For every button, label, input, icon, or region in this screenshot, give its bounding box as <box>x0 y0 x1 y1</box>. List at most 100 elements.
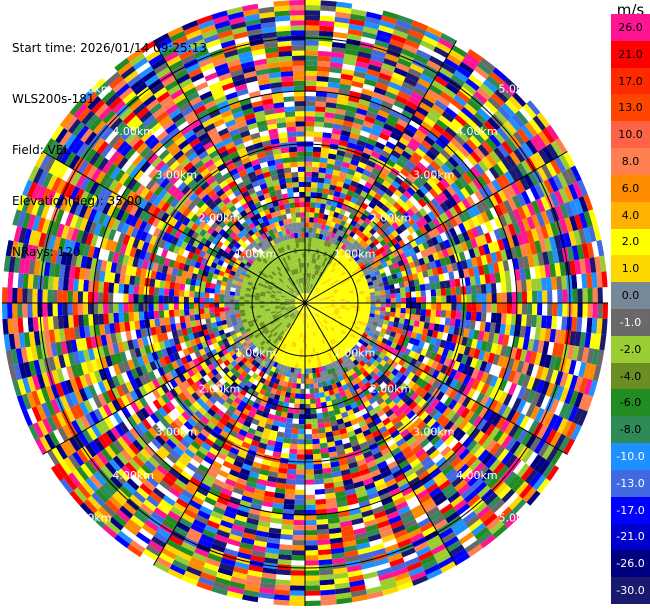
range-gate <box>412 326 419 334</box>
range-gate <box>405 72 420 83</box>
range-gate <box>423 167 434 179</box>
range-gate <box>342 286 349 291</box>
range-gate <box>391 71 406 82</box>
range-gate <box>504 77 520 93</box>
range-gate <box>411 20 429 31</box>
range-gate <box>345 43 360 52</box>
range-gate <box>312 443 321 450</box>
range-gate <box>279 539 293 546</box>
range-gate <box>451 303 457 311</box>
range-gate <box>355 267 362 273</box>
range-gate <box>310 284 314 290</box>
range-gate <box>390 149 402 159</box>
range-gate <box>365 303 371 307</box>
range-gate <box>476 175 488 188</box>
range-gate <box>335 304 341 307</box>
range-gate <box>510 313 517 326</box>
range-gate <box>385 158 396 168</box>
range-gate <box>561 170 573 186</box>
range-gate <box>460 106 474 120</box>
range-gate <box>393 67 408 77</box>
range-gate <box>529 186 541 201</box>
range-gate <box>441 110 455 123</box>
range-gate <box>370 150 381 160</box>
range-gate <box>344 48 359 57</box>
range-gate <box>312 263 316 269</box>
range-gate <box>312 151 321 158</box>
range-gate <box>383 236 391 244</box>
range-gate <box>329 296 335 300</box>
range-gate <box>319 157 328 164</box>
range-gate <box>381 323 388 330</box>
range-gate <box>400 132 413 143</box>
range-gate <box>362 318 369 324</box>
range-gate <box>493 365 502 378</box>
range-gate <box>579 258 587 274</box>
range-gate <box>588 380 598 397</box>
range-gate <box>365 245 372 253</box>
range-gate <box>477 350 486 361</box>
range-gate <box>385 329 392 336</box>
range-gate <box>345 298 351 301</box>
range-gate <box>350 127 362 135</box>
range-gate <box>285 483 296 490</box>
range-gate <box>571 245 580 261</box>
range-gate <box>357 284 364 289</box>
range-gate <box>385 294 391 299</box>
range-gate <box>454 179 465 191</box>
range-gate <box>378 282 385 288</box>
range-gate <box>473 163 485 176</box>
range-gate <box>322 268 327 274</box>
range-gate <box>319 278 325 284</box>
range-gate <box>362 228 370 236</box>
range-gate <box>455 352 464 363</box>
range-gate <box>556 248 565 263</box>
range-gate <box>327 271 333 277</box>
range-gate <box>416 161 427 172</box>
range-gate <box>565 422 578 439</box>
range-gate <box>316 76 329 83</box>
range-gate <box>298 424 305 430</box>
range-gate <box>350 300 356 303</box>
range-gate <box>370 337 377 344</box>
range-gate <box>480 371 489 384</box>
range-gate <box>576 244 585 260</box>
range-gate <box>465 239 474 250</box>
velocity-rays <box>2 0 608 606</box>
range-gate <box>359 311 365 316</box>
range-gate <box>379 224 388 233</box>
range-gate <box>330 299 336 302</box>
range-gate <box>494 323 501 334</box>
range-gate <box>465 169 477 182</box>
range-gate <box>343 288 349 293</box>
range-gate <box>292 529 305 536</box>
range-gate <box>368 258 375 266</box>
range-gate <box>305 15 321 21</box>
range-gate <box>477 61 493 76</box>
range-gate <box>376 235 384 243</box>
range-gate <box>405 330 413 338</box>
range-gate <box>419 315 426 322</box>
range-gate <box>305 5 321 11</box>
range-gate <box>314 304 321 306</box>
range-gate <box>473 147 486 160</box>
range-gate <box>554 156 566 173</box>
range-gate <box>316 523 329 530</box>
range-gate <box>305 484 315 490</box>
range-gate <box>420 303 427 310</box>
range-gate <box>311 181 318 188</box>
range-gate <box>379 184 389 193</box>
range-gate <box>324 307 330 310</box>
range-gate <box>291 423 299 430</box>
range-gate <box>308 295 313 300</box>
range-gate <box>409 358 418 367</box>
range-gate <box>305 25 320 31</box>
range-gate <box>362 209 371 218</box>
range-gate <box>482 351 491 363</box>
range-gate <box>313 473 324 480</box>
range-gate <box>305 580 320 586</box>
range-gate <box>389 109 402 119</box>
range-gate <box>417 78 432 89</box>
range-gate <box>463 249 471 260</box>
range-gate <box>417 44 434 56</box>
